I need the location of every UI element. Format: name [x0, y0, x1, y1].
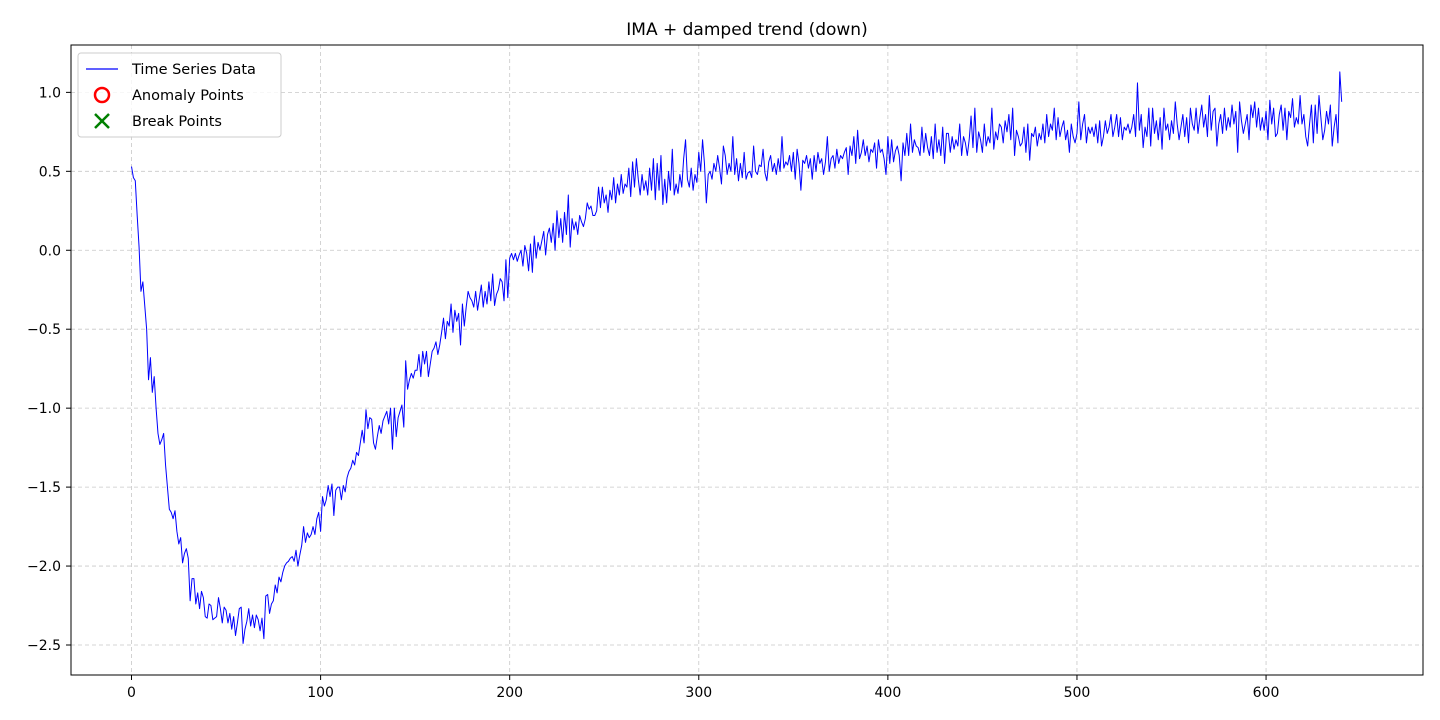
legend-label-break: Break Points — [132, 114, 222, 130]
x-tick-label: 500 — [1064, 685, 1091, 701]
x-tick-label: 200 — [496, 685, 523, 701]
legend-label-anomaly: Anomaly Points — [132, 88, 244, 104]
x-tick-label: 0 — [127, 685, 136, 701]
legend-break-marker — [94, 113, 110, 129]
legend-anomaly-marker — [93, 86, 111, 104]
legend-label-time-series: Time Series Data — [131, 62, 256, 78]
x-tick-label: 600 — [1253, 685, 1280, 701]
y-tick-label: −1.5 — [27, 480, 61, 496]
y-tick-label: 1.0 — [39, 85, 61, 101]
x-tick-label: 100 — [307, 685, 334, 701]
series-line-time-series — [131, 71, 1343, 644]
y-tick-label: −1.0 — [27, 401, 61, 417]
chart-title: IMA + damped trend (down) — [626, 20, 867, 40]
x-tick-label: 300 — [685, 685, 712, 701]
y-tick-label: −2.0 — [27, 559, 61, 575]
legend-box — [77, 52, 282, 138]
y-tick-label: 0.5 — [39, 164, 61, 180]
series-layer — [131, 71, 1343, 644]
grid-lines — [71, 45, 1423, 675]
y-tick-label: −2.5 — [27, 638, 61, 654]
y-tick-label: −0.5 — [27, 322, 61, 338]
axis-ticks: 0 100 200 300 400 500 600 −2.5 −2.0 −1.5 −1.0 −0.5 0… — [27, 85, 1279, 701]
y-tick-label: 0.0 — [39, 243, 61, 259]
x-tick-label: 400 — [875, 685, 902, 701]
plot-area-frame — [70, 44, 1424, 676]
legend: Time Series Data Anomaly Points Break Po… — [77, 52, 282, 138]
